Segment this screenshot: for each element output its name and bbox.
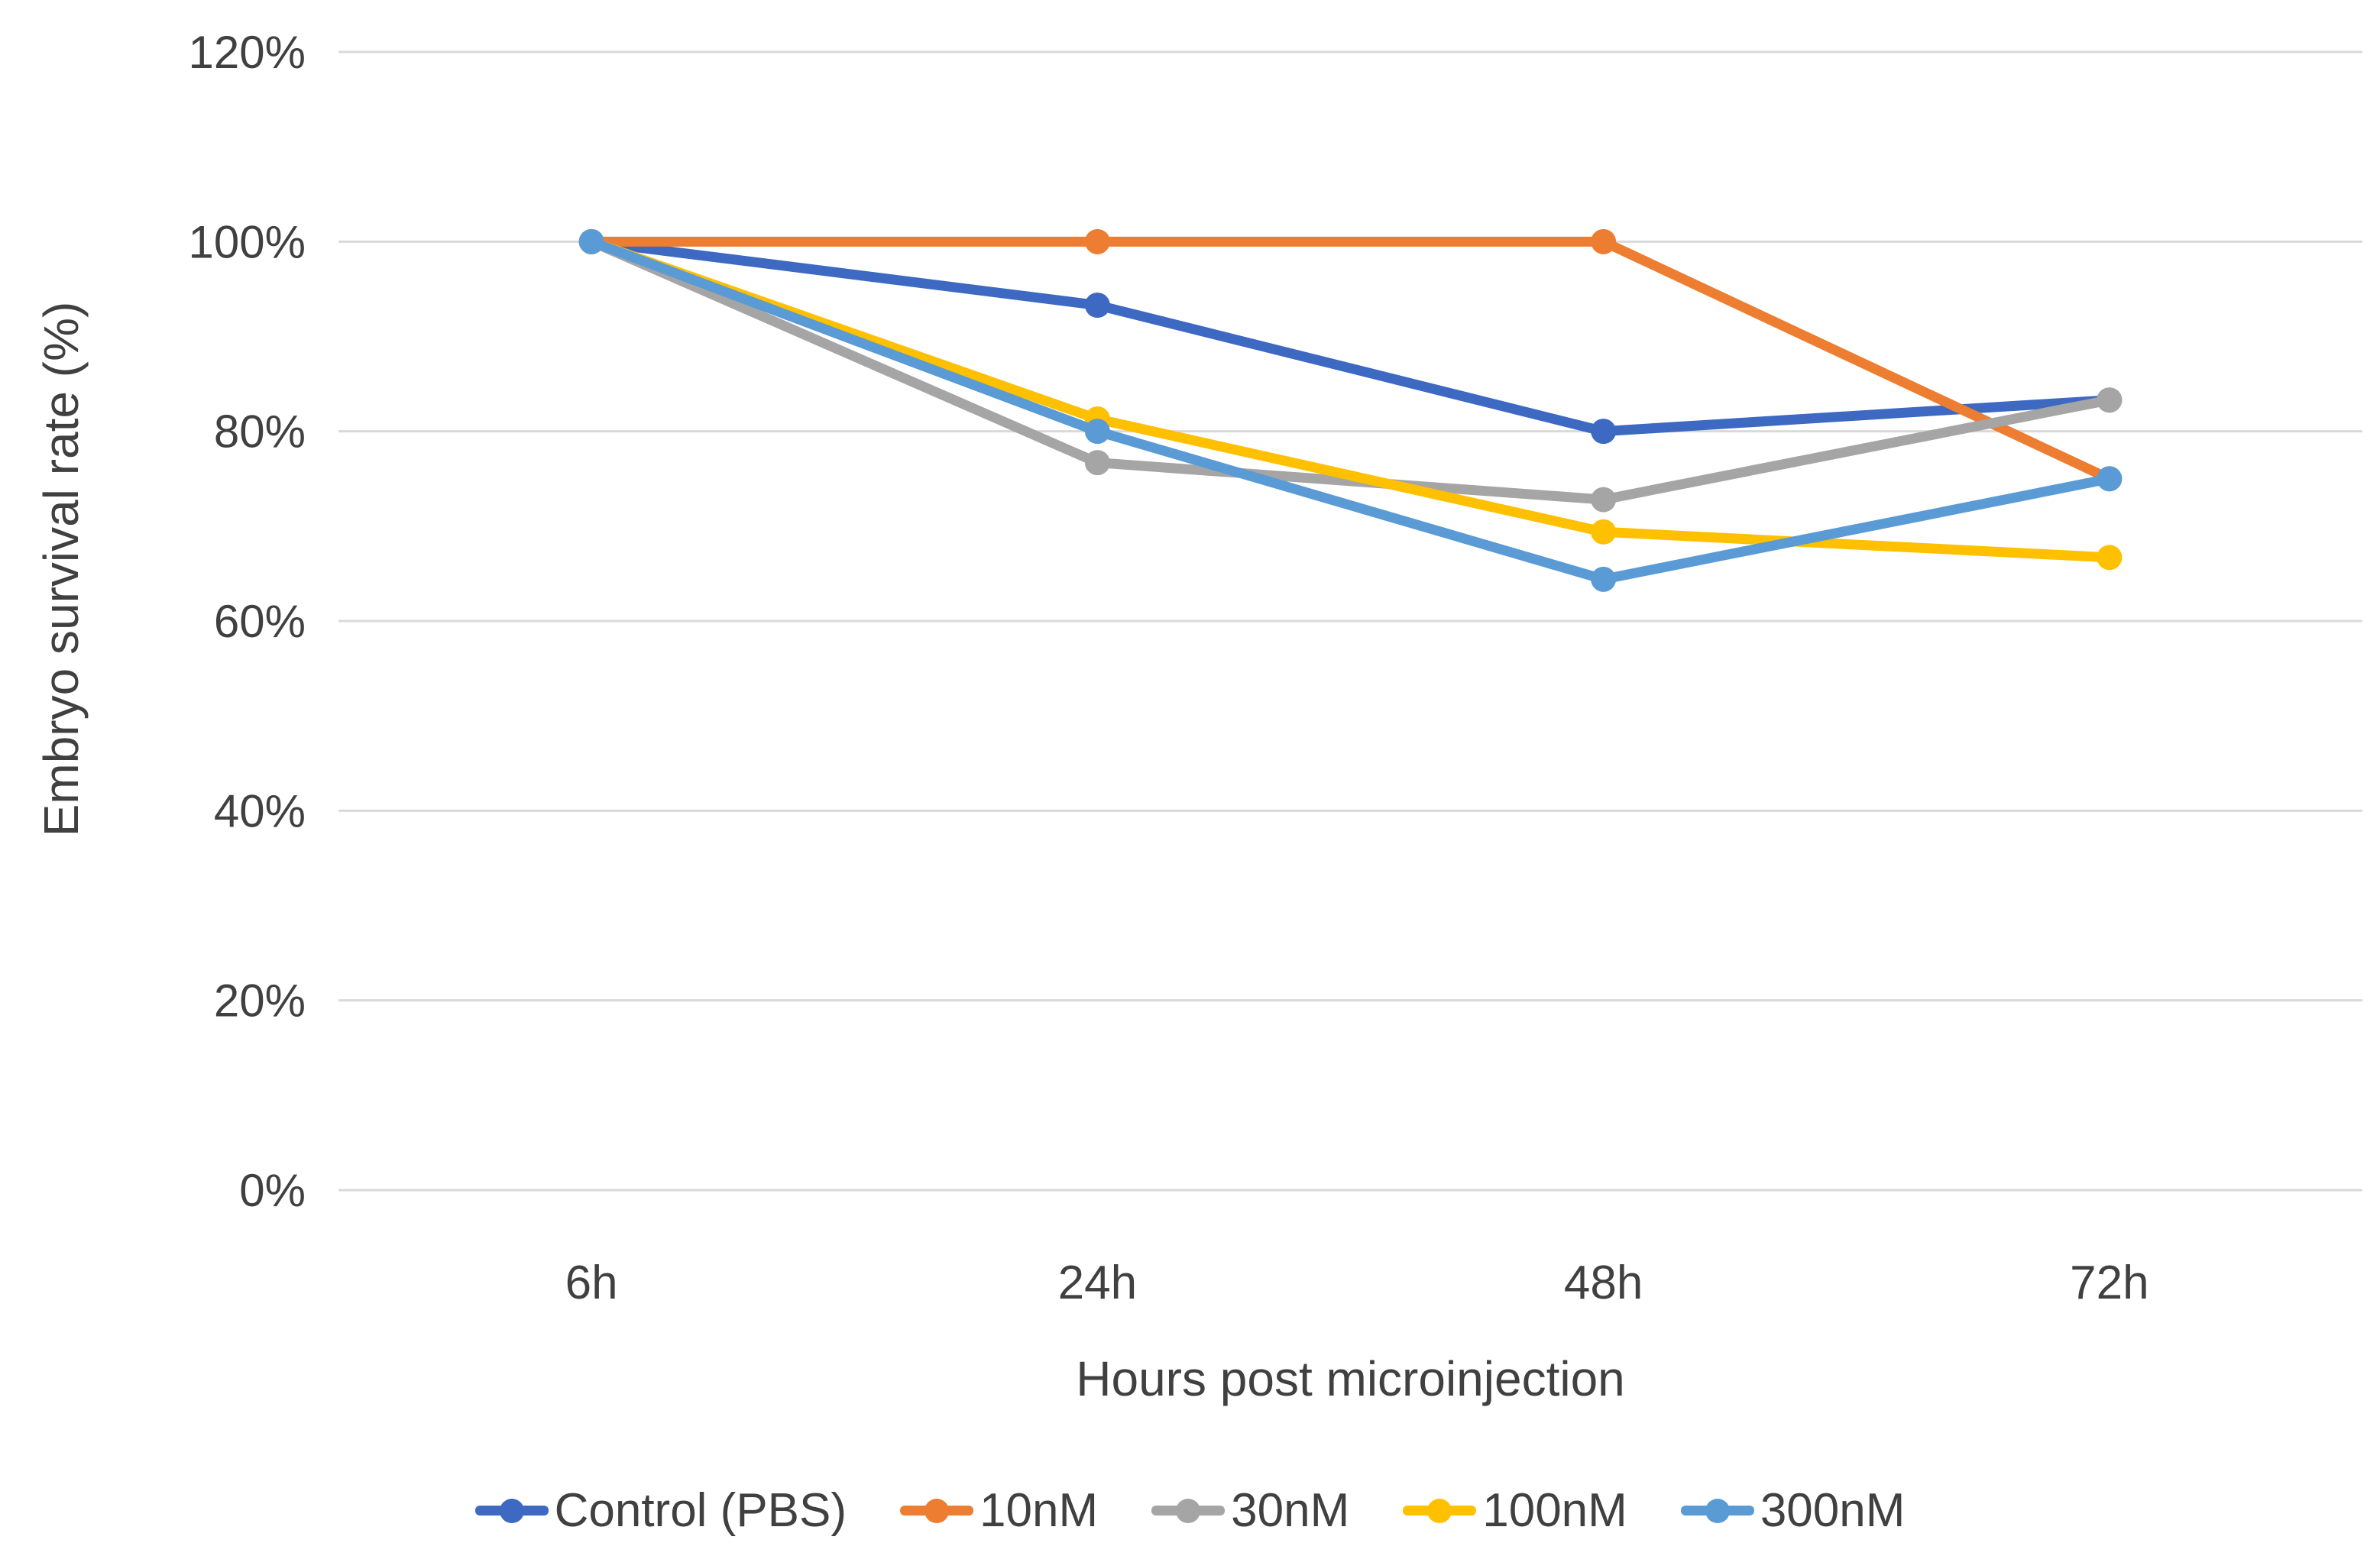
marker-10nM-48h: [1591, 228, 1617, 254]
series-line-Control (PBS): [586, 236, 2115, 437]
legend-item-control: Control (PBS): [474, 1483, 847, 1538]
x-axis-title: Hours post microinjection: [1076, 1351, 1625, 1406]
marker-30nM-72h: [2097, 387, 2123, 413]
y-axis-title: Embryo survival rate (%): [34, 301, 89, 837]
marker-100nM-48h: [1591, 519, 1617, 545]
marker-10nM-24h: [1084, 228, 1110, 254]
legend-label-300nm: 300nM: [1760, 1484, 1906, 1537]
legend-label-100nm: 100nM: [1482, 1484, 1627, 1537]
marker-300nM-72h: [2097, 466, 2123, 492]
marker-Control (PBS)-48h: [1591, 419, 1617, 445]
legend-marker-10nm: [900, 1486, 974, 1535]
series-line-100nM: [586, 236, 2115, 563]
marker-300nM-24h: [1084, 419, 1110, 445]
y-tick-label-20: 20%: [214, 975, 306, 1027]
marker-100nM-72h: [2097, 545, 2123, 571]
legend-label-10nm: 10nM: [980, 1484, 1099, 1537]
legend-marker-control: [474, 1486, 549, 1535]
series-line-10nM: [586, 236, 2115, 484]
y-tick-label-120: 120%: [189, 27, 306, 78]
marker-Control (PBS)-24h: [1084, 293, 1110, 319]
marker-300nM-48h: [1591, 566, 1617, 592]
y-tick-label-80: 80%: [214, 406, 306, 458]
legend-marker-300nm: [1680, 1486, 1754, 1535]
series-line-30nM: [586, 236, 2115, 505]
series-line-300nM: [586, 236, 2115, 584]
x-tick-label-72h: 72h: [2070, 1257, 2148, 1309]
legend-item-100nm: 100nM: [1403, 1483, 1627, 1538]
legend-item-30nm: 30nM: [1151, 1483, 1349, 1538]
marker-30nM-48h: [1591, 487, 1617, 513]
legend: Control (PBS) 10nM 30nM 100nM 300nM: [0, 1483, 2380, 1538]
legend-item-10nм: 10nM: [900, 1483, 1098, 1538]
legend-marker-100nm: [1403, 1486, 1477, 1535]
legend-item-300nm: 300nM: [1680, 1483, 1906, 1538]
marker-300nM-6h: [578, 228, 604, 254]
y-tick-label-60: 60%: [214, 596, 306, 647]
legend-label-30nm: 30nM: [1231, 1484, 1350, 1537]
x-tick-label-24h: 24h: [1058, 1257, 1137, 1309]
y-tick-label-40: 40%: [214, 785, 306, 836]
y-tick-label-0: 0%: [239, 1165, 306, 1216]
legend-label-control: Control (PBS): [554, 1484, 847, 1537]
legend-marker-30nm: [1151, 1486, 1226, 1535]
x-tick-label-48h: 48h: [1564, 1257, 1643, 1309]
x-tick-label-6h: 6h: [565, 1257, 618, 1309]
y-tick-label-100: 100%: [189, 216, 306, 267]
marker-30nM-24h: [1084, 450, 1110, 476]
